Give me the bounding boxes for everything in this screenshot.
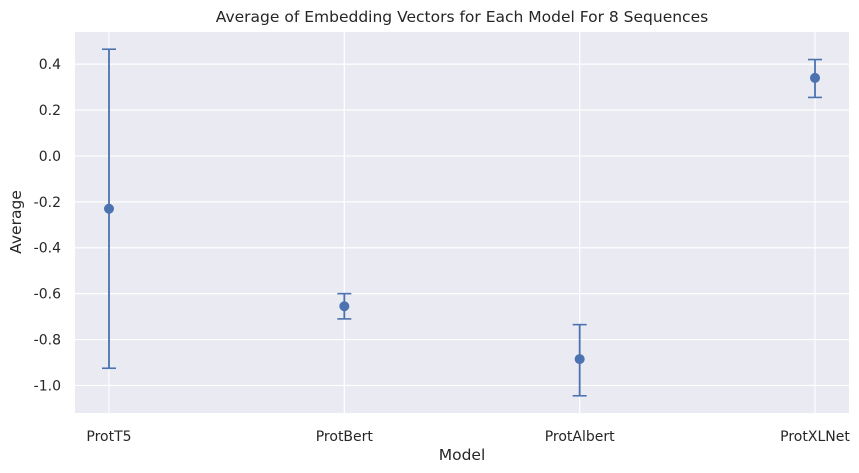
y-tick-label-2: 0.0 — [39, 149, 61, 165]
y-tick-labels: 0.4 0.2 0.0 -0.2 -0.4 -0.6 -0.8 -1.0 — [34, 57, 61, 394]
y-tick-label-0: 0.4 — [39, 57, 61, 73]
data-points — [104, 72, 820, 365]
x-tick-label-1: ProtBert — [316, 429, 374, 445]
chart-title: Average of Embedding Vectors for Each Mo… — [216, 8, 708, 26]
y-tick-label-1: 0.2 — [39, 103, 61, 119]
data-point-ProtT5 — [104, 203, 114, 214]
data-point-ProtBert — [339, 301, 350, 312]
y-tick-label-6: -0.8 — [34, 333, 61, 349]
x-tick-labels: ProtT5 ProtBert ProtAlbert ProtXLNet — [86, 429, 850, 445]
x-tick-label-2: ProtAlbert — [545, 429, 615, 445]
y-tick-label-7: -1.0 — [34, 378, 61, 394]
x-tick-label-3: ProtXLNet — [780, 429, 850, 445]
y-tick-label-4: -0.4 — [34, 241, 61, 257]
y-tick-label-3: -0.2 — [34, 195, 61, 211]
x-tick-label-0: ProtT5 — [86, 429, 131, 445]
x-axis-label: Model — [439, 446, 486, 464]
data-point-ProtAlbert — [574, 354, 585, 365]
y-tick-label-5: -0.6 — [34, 287, 61, 303]
plot-background — [75, 32, 849, 413]
data-point-ProtXLNet — [810, 72, 820, 83]
y-axis-label: Average — [7, 190, 25, 254]
